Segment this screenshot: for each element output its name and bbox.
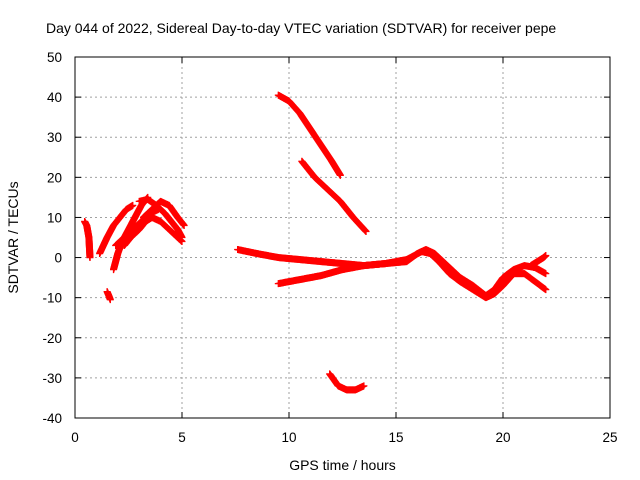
data-point: [178, 238, 186, 246]
y-tick-label: -40: [42, 411, 62, 426]
series-arc-a: [81, 217, 94, 262]
x-axis-label: GPS time / hours: [289, 457, 396, 473]
data-point: [542, 252, 550, 260]
y-tick-label: -30: [42, 371, 62, 386]
y-tick-label: 50: [47, 50, 62, 65]
series-arc-h: [120, 213, 186, 250]
series-arc-g: [139, 197, 188, 229]
data-point: [360, 382, 368, 390]
axis-ticks: 0 5 10 15 20 25 -40 -30 -20 -10 0 10 20 30 40 50: [42, 50, 617, 445]
y-axis-label: SDTVAR / TECUs: [5, 181, 21, 293]
data-point: [542, 286, 550, 294]
x-tick-label: 20: [495, 430, 510, 445]
series-arc-m: [326, 370, 368, 394]
series-arc-n: [527, 252, 550, 270]
data-markers: [81, 91, 550, 394]
data-point: [129, 201, 137, 209]
data-point: [336, 171, 344, 179]
series-arc-b: [103, 288, 114, 304]
series-arc-k: [274, 91, 344, 179]
data-point: [362, 227, 370, 235]
chart-title: Day 044 of 2022, Sidereal Day-to-day VTE…: [46, 20, 556, 36]
data-point: [86, 254, 94, 262]
x-tick-label: 15: [388, 430, 403, 445]
y-tick-label: -10: [42, 291, 62, 306]
x-tick-label: 5: [178, 430, 186, 445]
y-tick-label: 30: [47, 130, 62, 145]
x-tick-label: 0: [71, 430, 79, 445]
series-arc-j: [274, 248, 550, 302]
y-tick-label: 0: [54, 251, 62, 266]
y-tick-label: -20: [42, 331, 62, 346]
y-tick-label: 20: [47, 170, 62, 185]
data-point: [106, 296, 114, 304]
series-arc-i: [234, 246, 550, 300]
x-tick-label: 25: [602, 430, 617, 445]
grid-lines: [75, 57, 610, 418]
plot-frame: [74, 56, 611, 419]
data-point: [542, 270, 550, 278]
series-arc-c: [96, 201, 137, 258]
y-tick-label: 10: [47, 210, 62, 225]
x-tick-label: 10: [281, 430, 296, 445]
data-point: [180, 221, 188, 229]
series-arc-l: [298, 157, 370, 235]
y-tick-label: 40: [47, 90, 62, 105]
